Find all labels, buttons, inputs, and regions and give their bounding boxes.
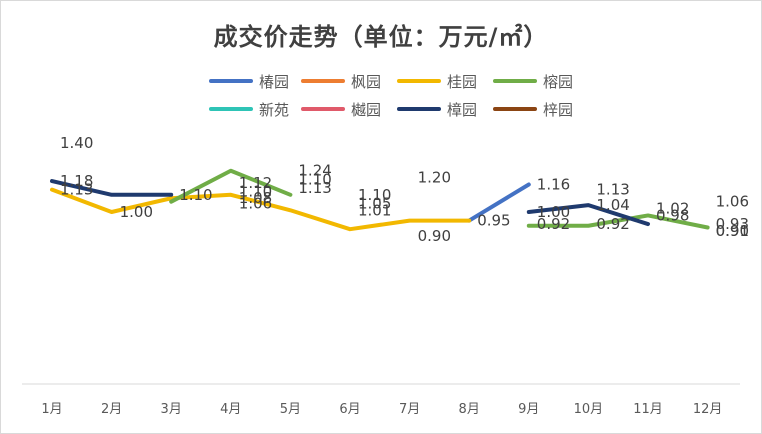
data-label: 1.06 [716,193,749,211]
data-label: 0.91 [716,222,749,240]
x-tick-label: 10月 [574,402,604,417]
legend-item: 榕园 [493,71,573,91]
data-label: 1.10 [298,170,331,188]
series-line [50,187,472,232]
legend-item: 梓园 [493,99,573,119]
legend-label: 樟园 [447,100,478,119]
series-line [50,179,174,197]
data-label: 1.05 [358,194,391,212]
data-label: 0.92 [596,215,629,233]
series-line [526,213,710,230]
data-label: 1.10 [358,186,391,204]
data-label: 1.00 [120,203,153,221]
x-tick-label: 12月 [693,402,723,417]
x-tick-label: 9月 [518,402,539,417]
x-tick-label: 6月 [339,402,360,417]
legend-item: 桂园 [397,71,477,91]
x-tick-label: 3月 [161,402,182,417]
legend-swatch [209,107,253,111]
data-label: 1.10 [239,182,272,200]
data-label: 1.00 [537,203,570,221]
x-tick-label: 11月 [633,402,663,417]
x-tick-label: 2月 [101,402,122,417]
data-label: 1.18 [60,172,93,190]
legend-label: 新苑 [259,100,290,119]
legend-label: 枫园 [351,72,382,91]
legend-label: 椿园 [259,72,290,91]
legend-swatch [209,79,253,83]
legend-item: 枫园 [301,71,381,91]
data-label: 1.10 [179,186,212,204]
x-tick-label: 7月 [399,402,420,417]
legend-item: 椿园 [209,71,289,91]
series-line [467,182,531,223]
data-label: 1.02 [656,200,689,218]
data-label: 1.13 [60,181,93,199]
x-tick-label: 1月 [41,402,62,417]
data-label: 1.40 [60,134,93,152]
legend-label: 樾园 [351,100,382,119]
series-line [526,203,650,227]
data-label: 1.16 [537,175,570,193]
x-tick-label: 8月 [459,402,480,417]
series-line [169,168,293,204]
legend-swatch [493,107,537,111]
legend-label: 桂园 [447,72,478,91]
legend-item: 樟园 [397,99,477,119]
x-tick-label: 5月 [280,402,301,417]
data-label: 0.90 [418,227,451,245]
data-label: 0.92 [537,215,570,233]
legend-label: 梓园 [543,100,574,119]
data-label: 0.90 [716,222,749,240]
data-label: 0.98 [656,206,689,224]
legend-swatch [397,107,441,111]
data-label: 0.95 [477,212,510,230]
data-label: 1.24 [298,162,331,180]
legend-swatch [301,79,345,83]
legend-item: 樾园 [301,99,381,119]
legend-swatch [493,79,537,83]
data-label-layer: 1.401.181.13 1.101.001.121.101.081.061.24… [60,134,749,245]
legend-swatch [397,79,441,83]
legend-label: 榕园 [543,72,574,91]
data-label: 1.01 [358,201,391,219]
data-label: 1.13 [596,181,629,199]
x-axis-ticks: 1月 2月 3月 4月 5月 6月 7月 8月 9月 10月 11月 12月 [41,402,722,417]
legend-item: 新苑 [209,99,289,119]
data-label: 1.20 [418,169,451,187]
chart-title: 成交价走势（单位：万元/㎡） [213,23,549,51]
series-layer [50,168,710,232]
data-label: 1.04 [596,196,629,214]
x-tick-label: 4月 [220,402,241,417]
data-label: 1.06 [239,194,272,212]
data-label: 0.93 [716,215,749,233]
data-label: 1.08 [239,189,272,207]
data-label: 1.13 [298,179,331,197]
legend-swatch [301,107,345,111]
data-label: 1.12 [239,174,272,192]
